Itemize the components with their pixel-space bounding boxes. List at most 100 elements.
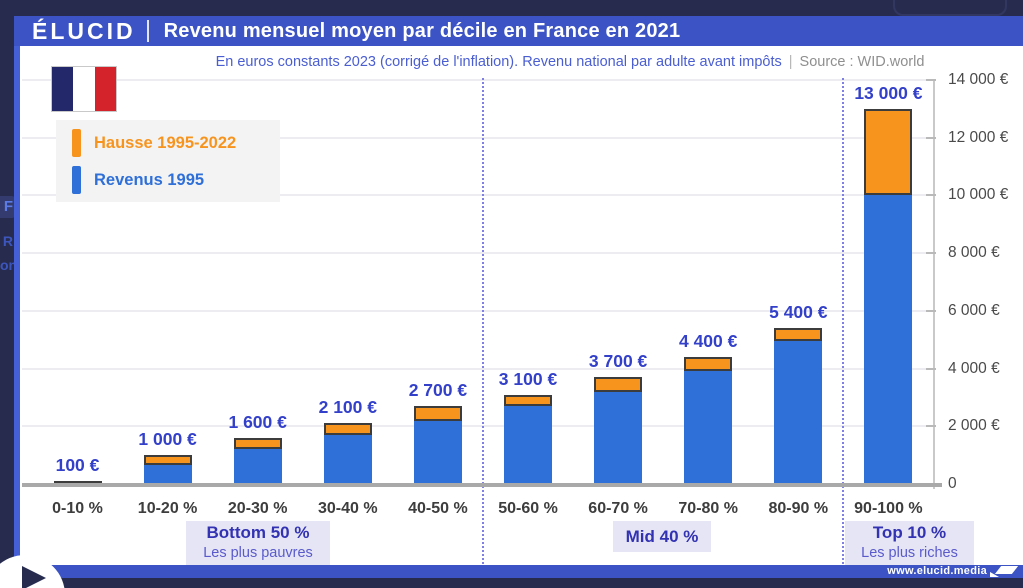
background-text-fragment: R xyxy=(2,233,13,249)
bar-segment-revenus-1995 xyxy=(233,449,282,484)
website-url: www.elucid.media xyxy=(887,565,987,577)
x-axis-label: 20-30 % xyxy=(227,500,288,517)
y-axis-label: 12 000 € xyxy=(948,128,1009,146)
x-axis-label: 80-90 % xyxy=(768,500,829,517)
grid-line xyxy=(22,194,933,197)
bar-segment-revenus-1995 xyxy=(143,465,192,484)
decile-group-separator xyxy=(842,78,845,564)
flag-stripe-red xyxy=(94,67,116,111)
x-axis-label: 0-10 % xyxy=(52,500,103,517)
flag-stripe-white xyxy=(73,67,95,111)
bar-segment-revenus-1995 xyxy=(413,420,462,484)
subtitle-divider: | xyxy=(788,54,793,70)
bar-segment-hausse-1995-2022 xyxy=(864,108,913,196)
bar-value-label: 100 € xyxy=(55,455,100,476)
legend-item-revenus: Revenus 1995 xyxy=(72,166,204,194)
bar-segment-revenus-1995 xyxy=(504,406,552,484)
y-axis-tick xyxy=(926,194,936,197)
bar-segment-revenus-1995 xyxy=(594,391,643,484)
france-flag-icon xyxy=(51,66,117,112)
bar-segment-revenus-1995 xyxy=(774,341,823,484)
chart-legend: Hausse 1995-2022 Revenus 1995 xyxy=(56,120,280,202)
background-window-corner xyxy=(893,0,1007,16)
chart-title: Revenu mensuel moyen par décile en Franc… xyxy=(163,19,681,42)
y-axis-tick xyxy=(926,367,936,370)
play-icon xyxy=(22,566,46,588)
group-title: Bottom 50 % xyxy=(206,523,310,542)
bottom-bar: www.elucid.media xyxy=(14,565,1023,578)
x-axis-label: 70-80 % xyxy=(678,500,738,517)
group-label-bottom-50: Bottom 50 % Les plus pauvres xyxy=(186,521,330,565)
y-axis-tick xyxy=(926,79,936,81)
bar-segment-revenus-1995 xyxy=(864,195,913,484)
bar-value-label: 3 700 € xyxy=(588,351,648,372)
group-subtitle: Les plus pauvres xyxy=(203,545,313,561)
y-axis-label: 2 000 € xyxy=(948,417,1000,435)
y-axis-tick xyxy=(926,309,936,312)
legend-swatch-orange xyxy=(72,129,81,157)
flag-stripe-blue xyxy=(52,67,74,111)
grid-line xyxy=(22,79,933,81)
background-text-fragment: on xyxy=(0,257,16,273)
legend-label: Hausse 1995-2022 xyxy=(94,133,237,152)
group-title: Top 10 % xyxy=(872,523,947,542)
x-axis-label: 60-70 % xyxy=(588,500,648,517)
x-axis-label: 10-20 % xyxy=(137,500,198,517)
source-label: Source : WID.world xyxy=(799,54,925,70)
header-bar: ÉLUCID Revenu mensuel moyen par décile e… xyxy=(14,16,1023,46)
bar-segment-hausse-1995-2022 xyxy=(323,423,372,435)
pennant-notch xyxy=(990,572,999,577)
bar-segment-hausse-1995-2022 xyxy=(504,394,552,407)
group-label-mid-40: Mid 40 % xyxy=(613,521,711,552)
decile-group-separator xyxy=(481,78,484,564)
x-axis-line xyxy=(22,483,942,487)
grid-line xyxy=(22,309,933,312)
subtitle-text: En euros constants 2023 (corrigé de l'in… xyxy=(215,54,782,70)
elucid-logo: ÉLUCID xyxy=(32,17,136,44)
group-label-top-10: Top 10 % Les plus riches xyxy=(845,521,974,565)
grid-line xyxy=(22,136,933,139)
x-axis-label: 50-60 % xyxy=(498,500,558,517)
y-axis-tick xyxy=(926,136,936,139)
elucid-pennant-icon xyxy=(989,566,1019,577)
grid-line xyxy=(22,367,933,370)
bar-value-label: 13 000 € xyxy=(854,82,923,103)
x-axis-label: 40-50 % xyxy=(408,500,468,517)
bar-segment-hausse-1995-2022 xyxy=(684,357,733,372)
bar-segment-hausse-1995-2022 xyxy=(143,455,192,466)
header-separator xyxy=(146,20,149,42)
group-title: Mid 40 % xyxy=(625,527,699,546)
y-axis-label: 4 000 € xyxy=(948,359,1000,377)
legend-swatch-blue xyxy=(72,166,81,194)
bar-segment-hausse-1995-2022 xyxy=(413,406,462,421)
bar-value-label: 2 700 € xyxy=(408,380,468,401)
card-left-border xyxy=(14,16,20,578)
bar-segment-hausse-1995-2022 xyxy=(594,377,643,392)
grid-line xyxy=(22,252,933,255)
y-axis-label: 10 000 € xyxy=(948,186,1009,204)
x-axis-label: 30-40 % xyxy=(318,500,378,517)
bar-value-label: 5 400 € xyxy=(769,302,828,323)
y-axis-tick xyxy=(926,252,936,255)
bar-segment-revenus-1995 xyxy=(684,371,733,484)
x-axis-label: 90-100 % xyxy=(854,500,923,517)
bar-value-label: 1 600 € xyxy=(228,411,287,432)
bar-segment-revenus-1995 xyxy=(323,434,372,484)
group-subtitle: Les plus riches xyxy=(861,545,958,561)
bar-segment-hausse-1995-2022 xyxy=(774,328,823,342)
chart-subtitle: En euros constants 2023 (corrigé de l'in… xyxy=(120,54,1020,70)
y-axis-label: 0 xyxy=(948,475,957,492)
y-axis-line xyxy=(933,80,935,489)
background-text-fragment: F xyxy=(0,196,15,218)
bar-value-label: 3 100 € xyxy=(498,368,558,389)
y-axis-tick xyxy=(926,425,936,428)
bar-value-label: 1 000 € xyxy=(138,429,197,450)
bar-segment-hausse-1995-2022 xyxy=(233,437,282,450)
bar-value-label: 4 400 € xyxy=(678,331,738,352)
bar-value-label: 2 100 € xyxy=(318,397,377,418)
y-axis-label: 8 000 € xyxy=(948,244,1000,262)
grid-line xyxy=(22,425,933,428)
y-axis-label: 6 000 € xyxy=(948,301,1000,319)
